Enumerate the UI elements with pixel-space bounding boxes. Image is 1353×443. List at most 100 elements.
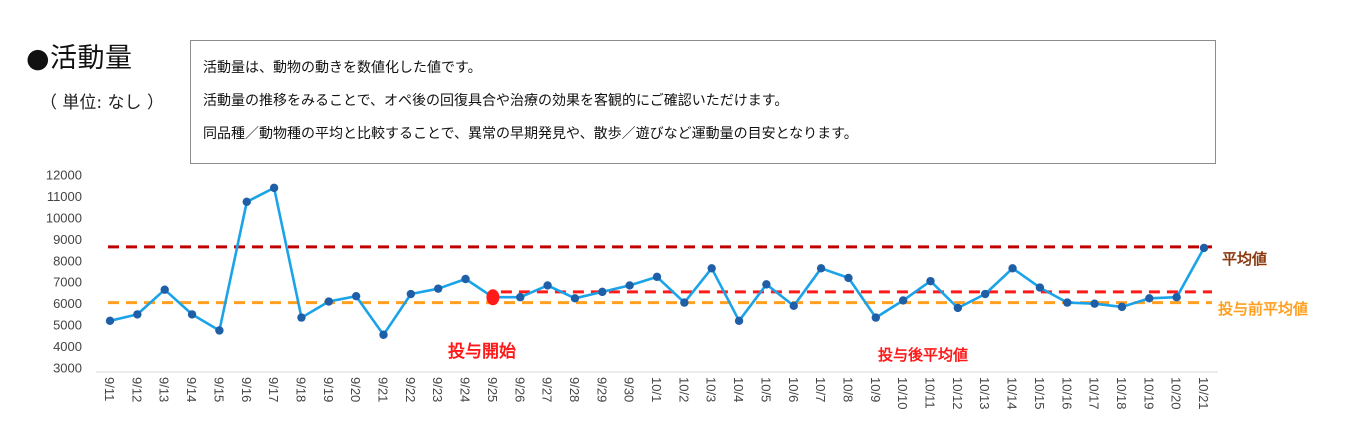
data-point [734,316,744,326]
description-line-2: 活動量の推移をみることで、オペ後の回復具合や治療の効果を客観的にご確認いただけま… [203,93,789,109]
data-point [926,276,935,286]
data-point [844,273,853,283]
pre-average-label: 投与前平均値 [1218,300,1308,318]
data-point [981,289,990,299]
post-average-label: 投与後平均値 [878,346,968,364]
x-tick-label: 9/28 [567,377,582,402]
data-point [516,293,525,302]
data-point [406,289,416,299]
data-point [598,287,607,297]
y-tick-label: 7000 [53,275,82,290]
average-label: 平均値 [1222,250,1267,268]
x-tick-label: 10/18 [1114,377,1129,410]
data-point [105,316,115,326]
x-tick-label: 10/16 [1059,377,1074,410]
data-point [379,330,388,339]
x-tick-label: 9/20 [348,377,363,402]
x-axis: 9/11 9/12 9/13 9/14 9/15 9/16 9/17 9/18 9/19 9/20… [96,371,1218,410]
data-point [898,296,908,305]
data-point [133,310,142,319]
page-title: ●活動量 [26,43,133,74]
x-tick-label: 9/15 [211,377,226,402]
x-tick-label: 10/14 [1005,377,1020,410]
x-tick-label: 9/11 [102,377,117,401]
dosing-start-label: 投与開始 [448,341,516,362]
data-point [1008,264,1017,273]
data-point [297,313,306,322]
x-tick-label: 9/27 [540,377,555,402]
data-point [816,264,826,273]
x-tick-label: 10/9 [868,377,883,402]
y-tick-label: 8000 [53,253,82,268]
x-tick-label: 9/17 [266,377,281,402]
y-tick-label: 10000 [46,210,82,225]
data-point [570,294,580,303]
data-point [680,298,689,307]
x-tick-label: 9/25 [485,377,500,402]
x-tick-label: 9/18 [293,377,308,402]
x-tick-label: 10/11 [923,377,938,409]
description-line-1: 活動量は、動物の動きを数値化した値です。 [203,60,482,76]
y-tick-label: 9000 [53,232,82,247]
x-tick-label: 10/15 [1032,377,1047,410]
data-point [434,284,443,293]
series-line [109,186,1206,337]
x-tick-label: 10/8 [840,377,855,402]
data-point [789,301,798,311]
data-point [1063,298,1072,307]
x-tick-label: 10/17 [1087,377,1102,410]
x-tick-label: 9/24 [458,377,473,402]
data-point [871,313,880,322]
series-activity [105,183,1209,339]
data-point [269,183,279,193]
data-point [160,285,169,294]
data-point [543,281,552,290]
data-point [461,274,470,284]
data-point [1172,293,1181,302]
unit-label: （ 単位: なし ） [40,93,164,113]
x-tick-label: 10/20 [1169,377,1184,410]
reference-lines [108,245,1212,305]
data-point [242,197,251,207]
x-tick-label: 9/12 [129,377,144,402]
x-tick-label: 10/6 [786,377,801,402]
data-point [187,310,197,319]
data-point [652,272,662,282]
description-box: 活動量は、動物の動きを数値化した値です。 活動量の推移をみることで、オペ後の回復… [190,40,1216,164]
data-point [953,303,963,313]
x-tick-label: 10/4 [731,377,746,402]
data-point [1199,243,1209,253]
y-tick-label: 11000 [47,189,82,204]
y-tick-label: 12000 [46,168,82,183]
x-tick-label: 9/21 [376,377,391,402]
data-point [1035,283,1045,292]
data-point [215,326,224,335]
data-point [625,281,634,290]
data-point [707,264,716,273]
x-tick-label: 9/29 [594,377,609,402]
y-tick-label: 5000 [53,318,82,333]
x-tick-label: 10/21 [1196,377,1211,410]
y-tick-label: 3000 [53,361,82,376]
x-tick-label: 10/3 [704,377,719,402]
y-tick-label: 6000 [53,296,82,311]
x-tick-label: 9/26 [512,377,527,402]
y-tick-label: 4000 [53,339,82,354]
x-tick-label: 9/30 [622,377,637,402]
x-tick-label: 9/22 [403,377,418,402]
y-axis: 3000 4000 5000 6000 7000 8000 9000 10000 11000 12… [46,168,82,376]
data-point [1090,299,1099,308]
x-tick-label: 10/19 [1141,377,1156,410]
dosing-start-marker [486,289,500,306]
x-tick-label: 9/23 [430,377,445,402]
x-tick-label: 9/14 [184,377,199,402]
x-tick-label: 10/12 [950,377,965,410]
x-tick-label: 10/10 [895,377,910,410]
description-line-3: 同品種／動物種の平均と比較することで、異常の早期発見や、散歩／遊びなど運動量の目… [203,126,858,142]
data-point [324,297,333,306]
x-tick-label: 10/5 [758,377,773,402]
data-point [351,291,361,301]
x-tick-label: 10/13 [977,377,992,410]
